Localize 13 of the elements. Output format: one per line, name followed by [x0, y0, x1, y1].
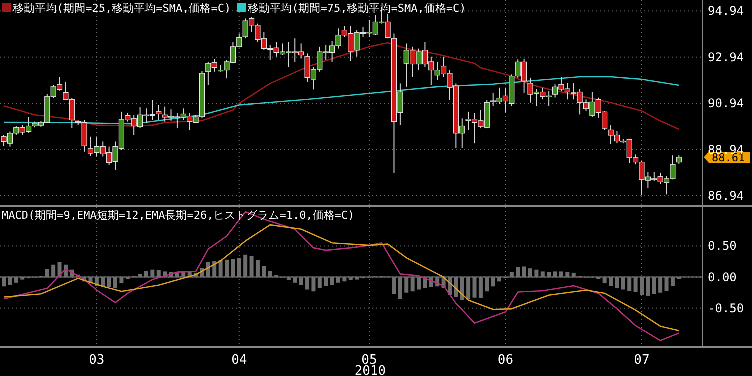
x-tick-label: 07	[634, 353, 650, 368]
y-tick-label: 0.50	[708, 239, 737, 254]
y-tick-label: -0.50	[708, 301, 744, 316]
y-tick-label: 0.00	[708, 270, 737, 284]
y-tick-label: 92.94	[708, 50, 744, 64]
y-tick-label: 90.94	[708, 96, 744, 111]
x-tick-label: 06	[498, 353, 514, 368]
legend-label: 移動平均(期間=75,移動平均=SMA,価格=C)	[248, 2, 466, 15]
x-tick-label: 03	[89, 353, 105, 368]
x-tick-label: 04	[232, 353, 248, 368]
legend-label: 移動平均(期間=25,移動平均=SMA,価格=C)	[13, 2, 232, 15]
y-tick-label: 94.94	[708, 4, 744, 18]
y-tick-label: 86.94	[708, 189, 744, 204]
